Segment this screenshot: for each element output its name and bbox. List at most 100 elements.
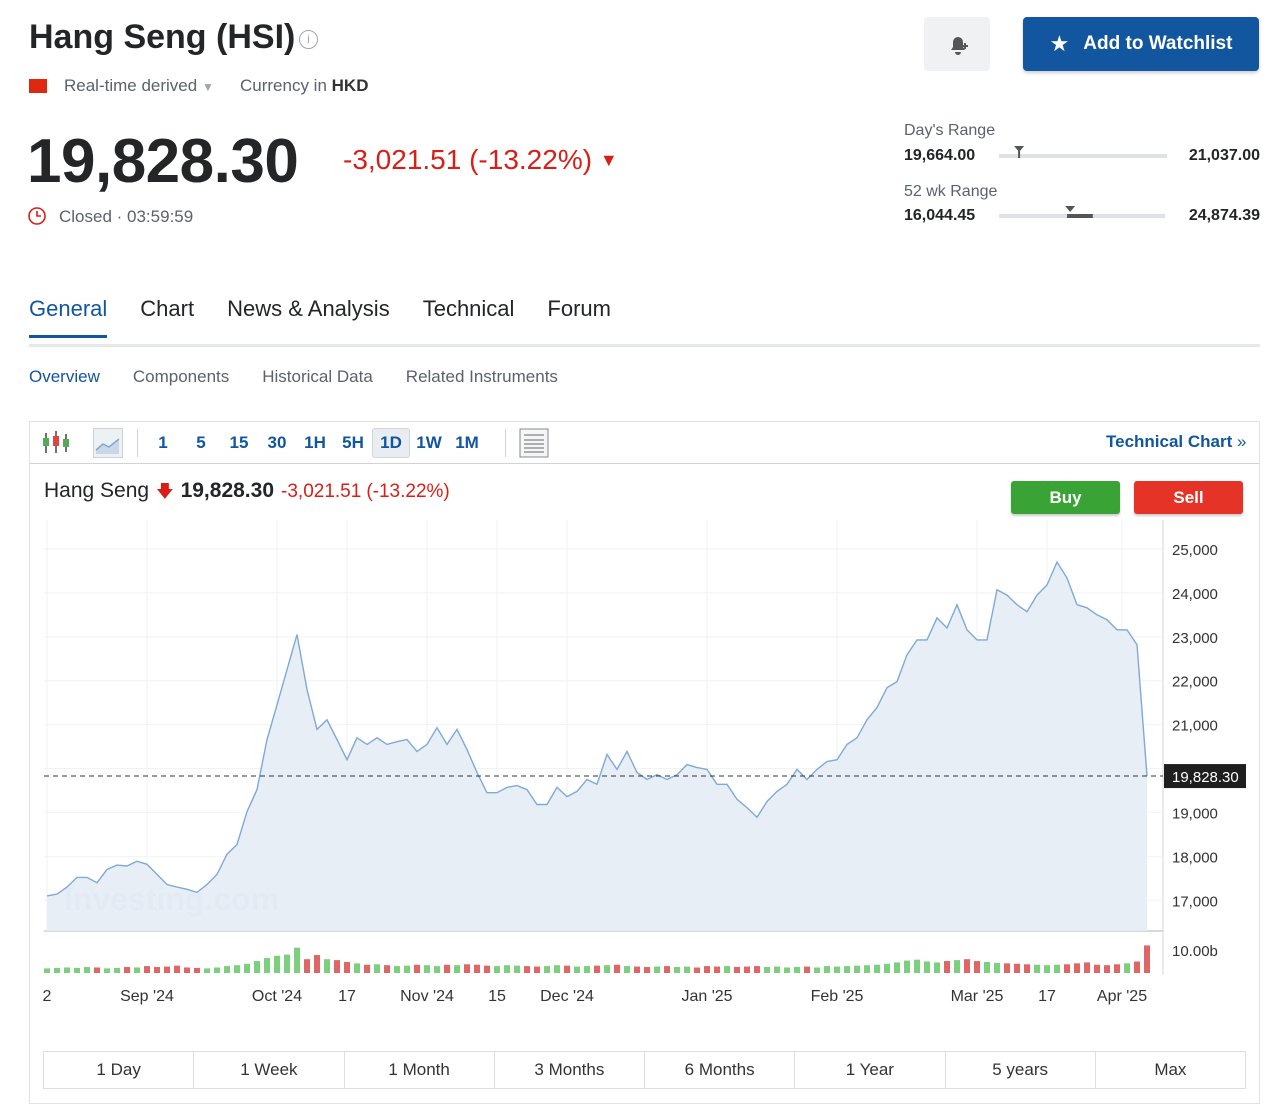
period[interactable]: 5 years — [945, 1052, 1095, 1088]
interval[interactable]: 15 — [220, 428, 258, 458]
volume-bar — [904, 961, 910, 973]
volume-bar — [194, 968, 200, 973]
volume-bar — [1074, 963, 1080, 973]
volume-bar — [54, 968, 60, 973]
buy-text: Buy — [1049, 488, 1081, 508]
volume-bar — [804, 967, 810, 973]
volume-bar — [444, 965, 450, 973]
table-icon[interactable] — [519, 428, 549, 458]
volume-bar — [124, 967, 130, 973]
volume-bar — [564, 966, 570, 973]
volume-bar — [254, 961, 260, 973]
volume-bar — [644, 967, 650, 973]
volume-bar — [174, 966, 180, 973]
interval[interactable]: 1 — [144, 428, 182, 458]
period-bar: 1 Day 1 Week 1 Month 3 Months 6 Months 1… — [43, 1051, 1246, 1089]
volume-bar — [114, 968, 120, 973]
area-fill — [47, 562, 1147, 931]
interval[interactable]: 5 — [182, 428, 220, 458]
candle-icon[interactable] — [40, 428, 80, 458]
interval[interactable]: 1H — [296, 428, 334, 458]
period[interactable]: 1 Year — [794, 1052, 944, 1088]
volume-bar — [734, 967, 740, 973]
volume-bar — [654, 967, 660, 973]
volume-bar — [824, 966, 830, 973]
volume-bar — [494, 966, 500, 973]
alert-button[interactable] — [924, 17, 990, 71]
tab[interactable]: Chart — [140, 296, 194, 338]
buy-button[interactable]: Buy — [1011, 481, 1120, 514]
currency-code: HKD — [332, 76, 369, 95]
info-icon[interactable]: i — [299, 30, 318, 49]
volume-bar — [324, 959, 330, 973]
line-icon[interactable] — [93, 428, 123, 458]
interval[interactable]: 5H — [334, 428, 372, 458]
volume-bar — [44, 968, 50, 973]
y-tick-label: 19,000 — [1172, 805, 1218, 822]
interval[interactable]: 30 — [258, 428, 296, 458]
sell-button[interactable]: Sell — [1134, 481, 1243, 514]
period[interactable]: 3 Months — [494, 1052, 644, 1088]
down-arrow: 🡇 — [156, 479, 173, 508]
volume-bar — [154, 967, 160, 973]
subtab[interactable]: Related Instruments — [406, 367, 558, 387]
x-tick-label: Mar '25 — [951, 988, 1004, 1005]
period[interactable]: 1 Week — [193, 1052, 343, 1088]
interval[interactable]: 1D — [372, 428, 410, 458]
volume-bar — [1084, 962, 1090, 973]
period[interactable]: 6 Months — [644, 1052, 794, 1088]
tab[interactable]: General — [29, 296, 107, 338]
volume-bar — [234, 965, 240, 973]
subtab[interactable]: Historical Data — [262, 367, 373, 387]
period[interactable]: 1 Month — [344, 1052, 494, 1088]
range-high: 21,037.00 — [1189, 147, 1260, 165]
volume-bar — [204, 968, 210, 973]
x-tick-label: Dec '24 — [540, 988, 594, 1005]
chart-instrument: Hang Seng — [44, 479, 149, 503]
volume-bar — [304, 959, 310, 973]
volume-bar — [94, 967, 100, 973]
source[interactable]: Real-time derived ▼ — [64, 76, 214, 96]
volume-bar — [534, 967, 540, 973]
range-label: Day's Range — [904, 122, 995, 140]
last-price: 19,828.30 — [27, 126, 298, 197]
technical-chart-link[interactable]: Technical Chart » — [1106, 432, 1246, 452]
tab[interactable]: Technical — [423, 296, 515, 338]
sell-text: Sell — [1173, 488, 1203, 508]
volume-bar — [794, 967, 800, 973]
volume-bar — [854, 966, 860, 973]
x-tick-label: Oct '24 — [252, 988, 302, 1005]
period[interactable]: Max — [1095, 1052, 1245, 1088]
last-price-label: 19,828.30 — [1172, 769, 1239, 786]
y-tick-label: 22,000 — [1172, 674, 1218, 691]
volume-bar — [214, 967, 220, 973]
volume-bar — [394, 966, 400, 973]
volume-bar — [1134, 962, 1140, 974]
interval[interactable]: 1W — [410, 428, 448, 458]
volume-bar — [604, 965, 610, 973]
watchlist-button[interactable]: ★Add to Watchlist — [1023, 17, 1259, 71]
separator — [137, 429, 138, 457]
volume-bar — [1094, 965, 1100, 973]
volume-bar — [784, 967, 790, 973]
volume-bar — [1114, 964, 1120, 973]
volume-bar — [844, 966, 850, 973]
interval-list: 1 5 15 30 1H 5H 1D 1W 1M — [144, 428, 486, 458]
interval[interactable]: 1M — [448, 428, 486, 458]
volume-bar — [414, 965, 420, 973]
volume-bar — [364, 965, 370, 973]
volume-bar — [314, 955, 320, 973]
volume-bar — [574, 967, 580, 973]
volume-bar — [374, 964, 380, 973]
tab[interactable]: Forum — [547, 296, 611, 338]
volume-bar — [864, 965, 870, 973]
subtab[interactable]: Components — [133, 367, 229, 387]
volume-bar — [1024, 964, 1030, 973]
currency: Currency in HKD — [240, 76, 369, 96]
subtab[interactable]: Overview — [29, 367, 100, 387]
volume-bar — [584, 966, 590, 973]
volume-bar — [434, 966, 440, 973]
volume-bar — [134, 967, 140, 973]
tab[interactable]: News & Analysis — [227, 296, 390, 338]
period[interactable]: 1 Day — [44, 1052, 193, 1088]
